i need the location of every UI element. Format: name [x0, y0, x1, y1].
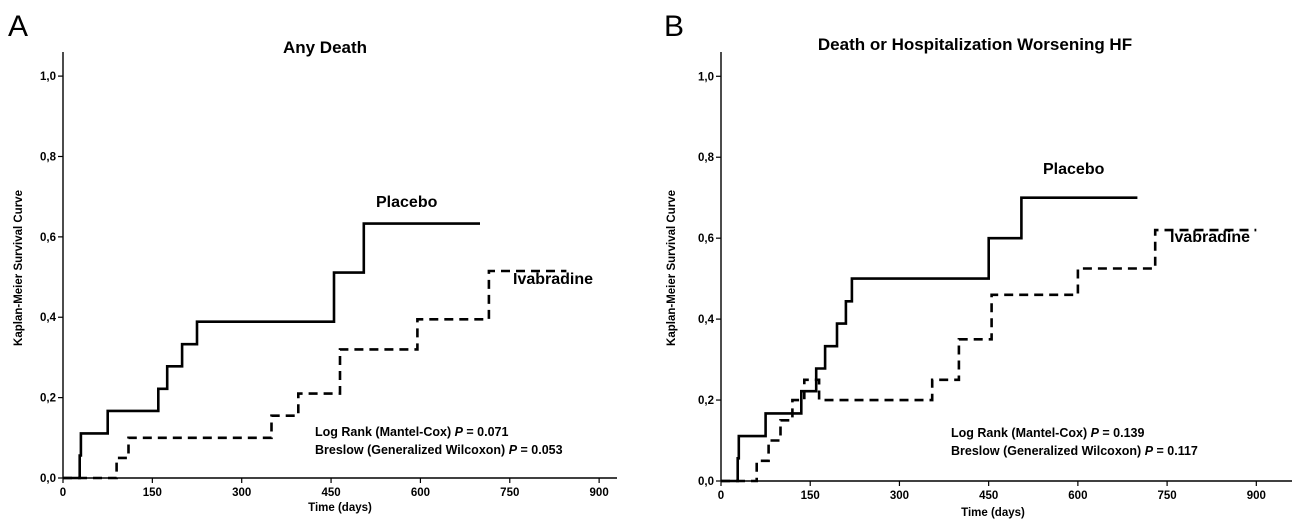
x-tick-label-a-6: 900 — [590, 487, 609, 499]
x-tick-label-b-1: 150 — [801, 490, 820, 502]
curves-b — [721, 196, 1257, 483]
x-tick-label-b-3: 450 — [979, 490, 998, 502]
panel-b: B Death or Hospitalization Worsening HF … — [664, 10, 1292, 519]
x-tick-label-b-4: 600 — [1068, 490, 1087, 502]
x-tick-label-b-2: 300 — [890, 490, 909, 502]
panel-a: A Any Death Kaplan-Meier Survival Curve … — [8, 10, 617, 514]
stat-line-logrank-a: Log Rank (Mantel-Cox) P = 0.071 — [315, 425, 509, 439]
y-axis-label-a: Kaplan-Meier Survival Curve — [13, 190, 25, 346]
stat-p-logrank-a: P — [455, 425, 464, 439]
y-tick-label-a-2: 0,4 — [40, 312, 57, 324]
series-ivabradine-b — [721, 228, 1257, 483]
chart-title-b: Death or Hospitalization Worsening HF — [818, 35, 1132, 54]
series-label-ivabradine-a: Ivabradine — [513, 271, 593, 288]
stat-value-logrank-b: = 0.139 — [1099, 426, 1145, 440]
x-tick-label-a-5: 750 — [500, 487, 519, 499]
x-axis-label-b: Time (days) — [961, 507, 1025, 519]
stat-p-breslow-a: P — [509, 443, 518, 457]
y-axis-label-b: Kaplan-Meier Survival Curve — [666, 190, 678, 346]
stat-value-breslow-a: = 0.053 — [517, 443, 563, 457]
stat-text-logrank-a: Log Rank (Mantel-Cox) — [315, 425, 455, 439]
y-tick-label-b-2: 0,4 — [698, 314, 715, 326]
series-label-placebo-b: Placebo — [1043, 161, 1105, 178]
x-axis-label-a: Time (days) — [308, 502, 372, 514]
ticks-b: 0 150 300 450 600 750 900 0,0 0,2 0,4 0,6 0,8 1,0 — [698, 71, 1266, 502]
y-tick-label-a-0: 0,0 — [40, 473, 56, 485]
series-ivabradine-a — [63, 269, 567, 480]
panel-letter-a: A — [8, 10, 28, 43]
chart-title-a: Any Death — [283, 38, 367, 57]
y-tick-label-b-5: 1,0 — [698, 71, 714, 83]
ticks-a: 0 150 300 450 600 750 900 0,0 0,2 0,4 0,6 0,8 1,0 — [40, 71, 609, 499]
y-tick-label-b-0: 0,0 — [698, 476, 714, 488]
stat-value-breslow-b: = 0.117 — [1153, 444, 1198, 458]
y-tick-label-a-3: 0,6 — [40, 232, 56, 244]
stat-p-breslow-b: P — [1145, 444, 1154, 458]
x-tick-label-a-0: 0 — [60, 487, 66, 499]
series-placebo-a — [63, 222, 480, 480]
x-tick-label-a-4: 600 — [411, 487, 430, 499]
series-placebo-b — [721, 196, 1138, 483]
x-tick-label-a-2: 300 — [232, 487, 251, 499]
stat-text-breslow-a: Breslow (Generalized Wilcoxon) — [315, 443, 509, 457]
stat-text-breslow-b: Breslow (Generalized Wilcoxon) — [951, 444, 1145, 458]
y-tick-label-b-4: 0,8 — [698, 152, 715, 164]
series-label-ivabradine-b: Ivabradine — [1170, 229, 1250, 246]
stat-text-logrank-b: Log Rank (Mantel-Cox) — [951, 426, 1091, 440]
stat-p-logrank-b: P — [1091, 426, 1100, 440]
stat-line-logrank-b: Log Rank (Mantel-Cox) P = 0.139 — [951, 426, 1145, 440]
x-tick-label-a-1: 150 — [143, 487, 162, 499]
y-tick-label-b-3: 0,6 — [698, 233, 714, 245]
stat-line-breslow-a: Breslow (Generalized Wilcoxon) P = 0.053 — [315, 443, 563, 457]
stat-value-logrank-a: = 0.071 — [463, 425, 509, 439]
y-tick-label-a-5: 1,0 — [40, 71, 56, 83]
x-tick-label-b-5: 750 — [1158, 490, 1177, 502]
x-tick-label-b-0: 0 — [718, 490, 724, 502]
y-tick-label-b-1: 0,2 — [698, 395, 714, 407]
series-label-placebo-a: Placebo — [376, 194, 438, 211]
curves-a — [63, 222, 567, 480]
y-tick-label-a-1: 0,2 — [40, 393, 56, 405]
x-tick-label-a-3: 450 — [321, 487, 340, 499]
x-tick-label-b-6: 900 — [1247, 490, 1266, 502]
stat-line-breslow-b: Breslow (Generalized Wilcoxon) P = 0.117 — [951, 444, 1198, 458]
panel-letter-b: B — [664, 10, 684, 43]
y-tick-label-a-4: 0,8 — [40, 151, 57, 163]
